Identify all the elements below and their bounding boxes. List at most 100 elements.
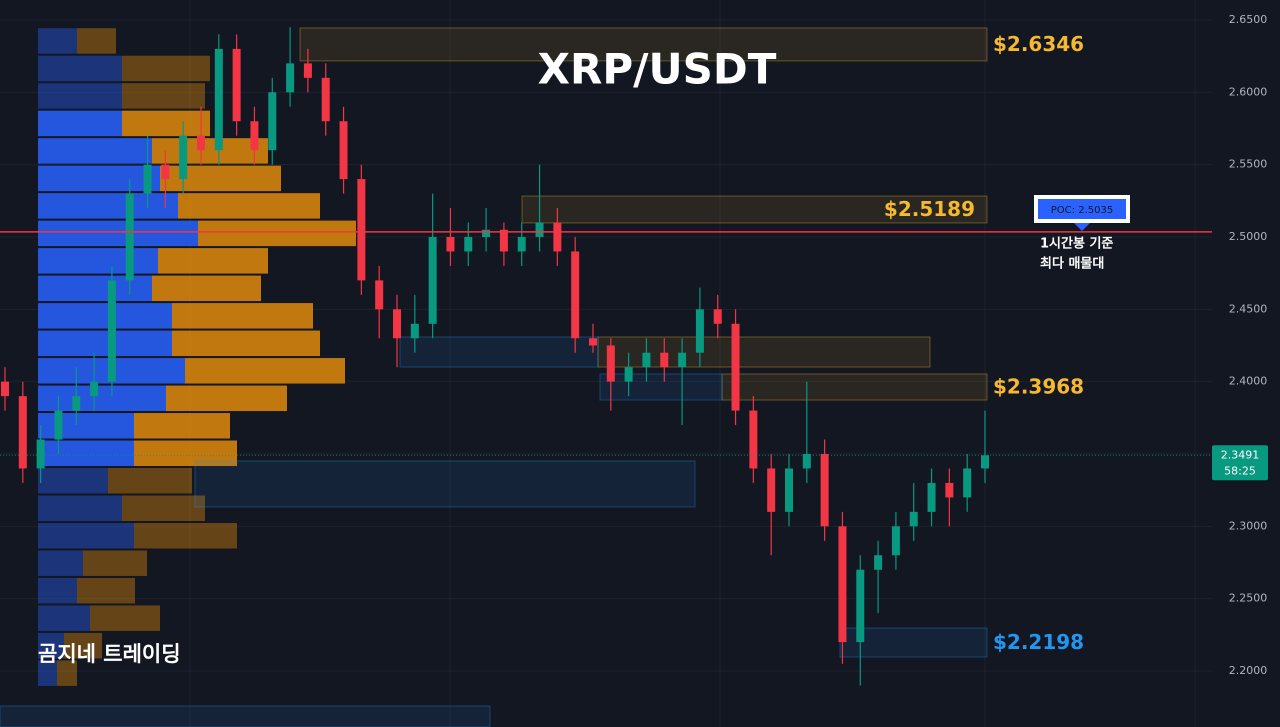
profile-sell bbox=[172, 303, 313, 329]
candle-body bbox=[107, 280, 116, 382]
candle-body bbox=[535, 222, 544, 237]
profile-buy bbox=[38, 660, 57, 686]
candle-body bbox=[232, 48, 241, 122]
candle-body bbox=[72, 396, 81, 411]
candle-body bbox=[303, 63, 312, 78]
profile-sell bbox=[122, 110, 210, 137]
profile-sell bbox=[185, 358, 345, 384]
candle-body bbox=[339, 121, 348, 180]
poc-box bbox=[1038, 199, 1126, 219]
zone bbox=[721, 373, 988, 401]
candle-body bbox=[54, 410, 63, 440]
candle-body bbox=[874, 555, 883, 570]
y-tick-label: 2.2500 bbox=[1229, 592, 1268, 605]
zone bbox=[839, 627, 988, 658]
candle-body bbox=[589, 338, 597, 346]
y-tick-label: 2.4500 bbox=[1229, 302, 1268, 315]
profile-buy bbox=[38, 577, 77, 604]
candle-body bbox=[785, 468, 793, 512]
candle-body bbox=[357, 179, 366, 281]
candle-body bbox=[963, 468, 972, 498]
profile-buy bbox=[38, 495, 122, 521]
candle-body bbox=[553, 222, 562, 252]
profile-buy bbox=[38, 550, 83, 576]
candle-body bbox=[464, 236, 473, 252]
poc-pointer bbox=[1074, 223, 1090, 231]
profile-sell bbox=[172, 330, 320, 357]
candle-body bbox=[410, 323, 419, 339]
profile-buy bbox=[38, 220, 198, 247]
zone bbox=[399, 336, 599, 368]
candle-body bbox=[820, 453, 829, 527]
watermark: 곰지네 트레이딩 bbox=[38, 642, 181, 666]
candle-body bbox=[624, 367, 633, 382]
candle-body bbox=[767, 468, 776, 512]
zone bbox=[0, 705, 491, 727]
profile-buy bbox=[38, 110, 122, 137]
candle-body bbox=[250, 121, 259, 151]
profile-sell bbox=[77, 28, 116, 54]
candle-body bbox=[197, 135, 205, 151]
profile-sell bbox=[122, 495, 205, 521]
profile-sell bbox=[178, 193, 320, 219]
candle-body bbox=[713, 309, 722, 324]
profile-sell bbox=[57, 660, 77, 686]
candle-body bbox=[695, 309, 704, 353]
candle-body bbox=[18, 396, 27, 469]
candle-body bbox=[606, 345, 615, 382]
profile-buy bbox=[38, 165, 160, 192]
candle-body bbox=[981, 455, 989, 469]
current-price-label: 2.3491 bbox=[1221, 448, 1260, 461]
zone bbox=[299, 27, 988, 62]
candle-body bbox=[90, 381, 99, 397]
profile-buy bbox=[38, 83, 122, 109]
candle-body bbox=[642, 352, 651, 368]
profile-buy bbox=[38, 522, 134, 549]
zone-label: $2.2198 bbox=[993, 630, 1084, 654]
candle-body bbox=[749, 410, 758, 469]
zone-label: $2.3968 bbox=[993, 375, 1084, 399]
chart-title: XRP/USDT bbox=[538, 45, 777, 94]
profile-sell bbox=[108, 468, 192, 494]
profile-sell bbox=[64, 632, 102, 659]
profile-sell bbox=[83, 550, 147, 576]
profile-buy bbox=[38, 275, 152, 302]
zone-label: $2.5189 bbox=[884, 197, 975, 221]
poc-note: 최다 매물대 bbox=[1040, 256, 1104, 272]
candle-body bbox=[214, 48, 223, 151]
candle-body bbox=[268, 92, 277, 151]
candle-body bbox=[143, 164, 152, 194]
profile-buy bbox=[38, 468, 108, 494]
candle-body bbox=[838, 526, 847, 643]
current-price-box bbox=[1212, 445, 1268, 481]
y-tick-label: 2.2000 bbox=[1229, 664, 1268, 677]
profile-buy bbox=[38, 440, 134, 467]
profile-buy bbox=[38, 55, 122, 82]
candle-body bbox=[446, 236, 455, 252]
profile-buy bbox=[38, 605, 90, 631]
y-tick-label: 2.5000 bbox=[1229, 230, 1268, 243]
candle-body bbox=[731, 323, 740, 411]
candle-body bbox=[375, 280, 384, 310]
candle-body bbox=[393, 309, 401, 339]
y-tick-label: 2.6000 bbox=[1229, 85, 1268, 98]
profile-sell bbox=[134, 413, 230, 439]
profile-buy bbox=[38, 193, 178, 219]
zone bbox=[599, 373, 723, 401]
zone bbox=[521, 195, 988, 224]
candle-body bbox=[179, 135, 188, 180]
candle-body bbox=[517, 236, 526, 252]
profile-buy bbox=[38, 28, 77, 54]
candle-body bbox=[428, 236, 437, 324]
candle-body bbox=[286, 63, 295, 93]
poc-label: POC: 2.5035 bbox=[1051, 205, 1113, 216]
candle-body bbox=[891, 526, 900, 556]
candle-body bbox=[499, 229, 508, 252]
profile-sell bbox=[198, 220, 356, 247]
y-tick-label: 2.3000 bbox=[1229, 519, 1268, 532]
candle-body bbox=[571, 251, 580, 339]
zone bbox=[597, 336, 931, 368]
profile-sell bbox=[158, 248, 268, 274]
profile-sell bbox=[134, 522, 237, 549]
